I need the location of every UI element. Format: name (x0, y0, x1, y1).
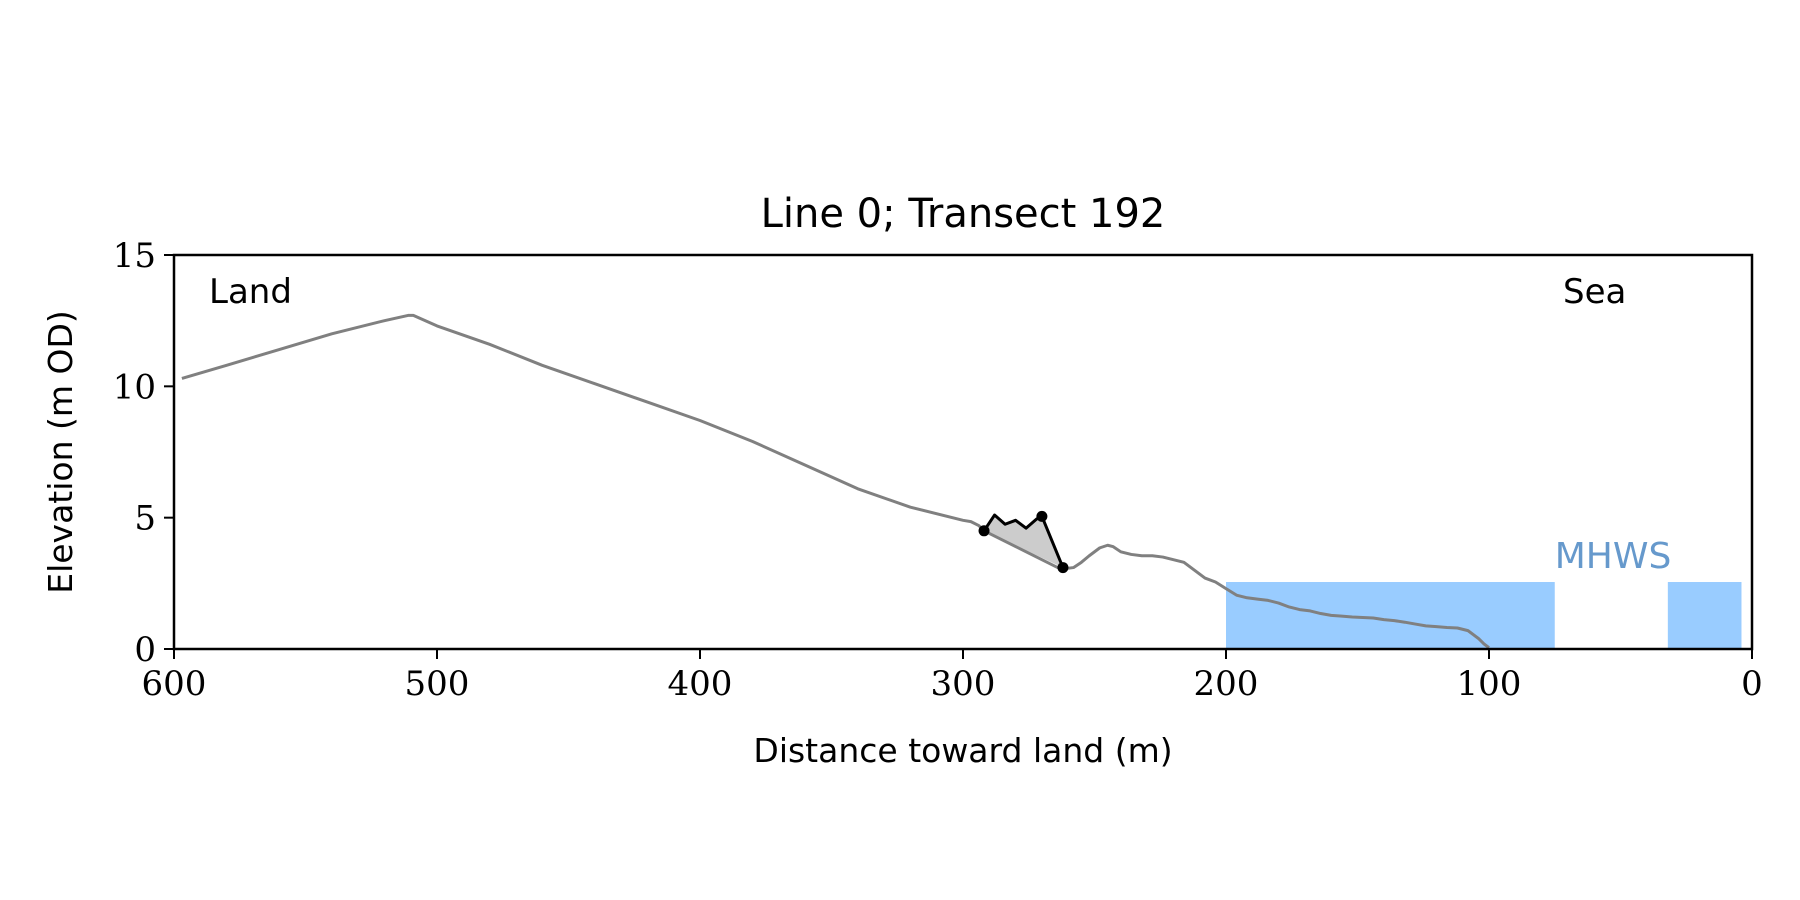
y-tick-label: 5 (134, 499, 156, 539)
x-tick-label: 200 (1194, 664, 1259, 704)
mhws-water-area (1667, 582, 1742, 649)
y-axis-label: Elevation (m OD) (41, 310, 80, 594)
y-tick-label: 0 (134, 630, 156, 670)
sea-label: Sea (1563, 272, 1626, 312)
feature-point (1057, 562, 1069, 574)
x-tick-label: 300 (931, 664, 996, 704)
x-axis-label: Distance toward land (m) (753, 731, 1172, 770)
land-label: Land (209, 272, 292, 312)
x-tick-label: 0 (1741, 664, 1763, 704)
x-tick-label: 100 (1457, 664, 1522, 704)
x-tick-label: 400 (668, 664, 733, 704)
chart-title: Line 0; Transect 192 (761, 191, 1166, 237)
mhws-water-area (1226, 582, 1555, 649)
feature-shaded-area (984, 515, 1063, 568)
mhws-label: MHWS (1555, 536, 1672, 577)
feature-point (978, 525, 990, 537)
feature-point (1036, 510, 1048, 522)
x-tick-label: 500 (405, 664, 470, 704)
profile-line (181, 313, 1490, 649)
y-tick-label: 15 (113, 236, 156, 276)
x-tick-label: 600 (142, 664, 207, 704)
y-tick-label: 10 (113, 367, 156, 407)
